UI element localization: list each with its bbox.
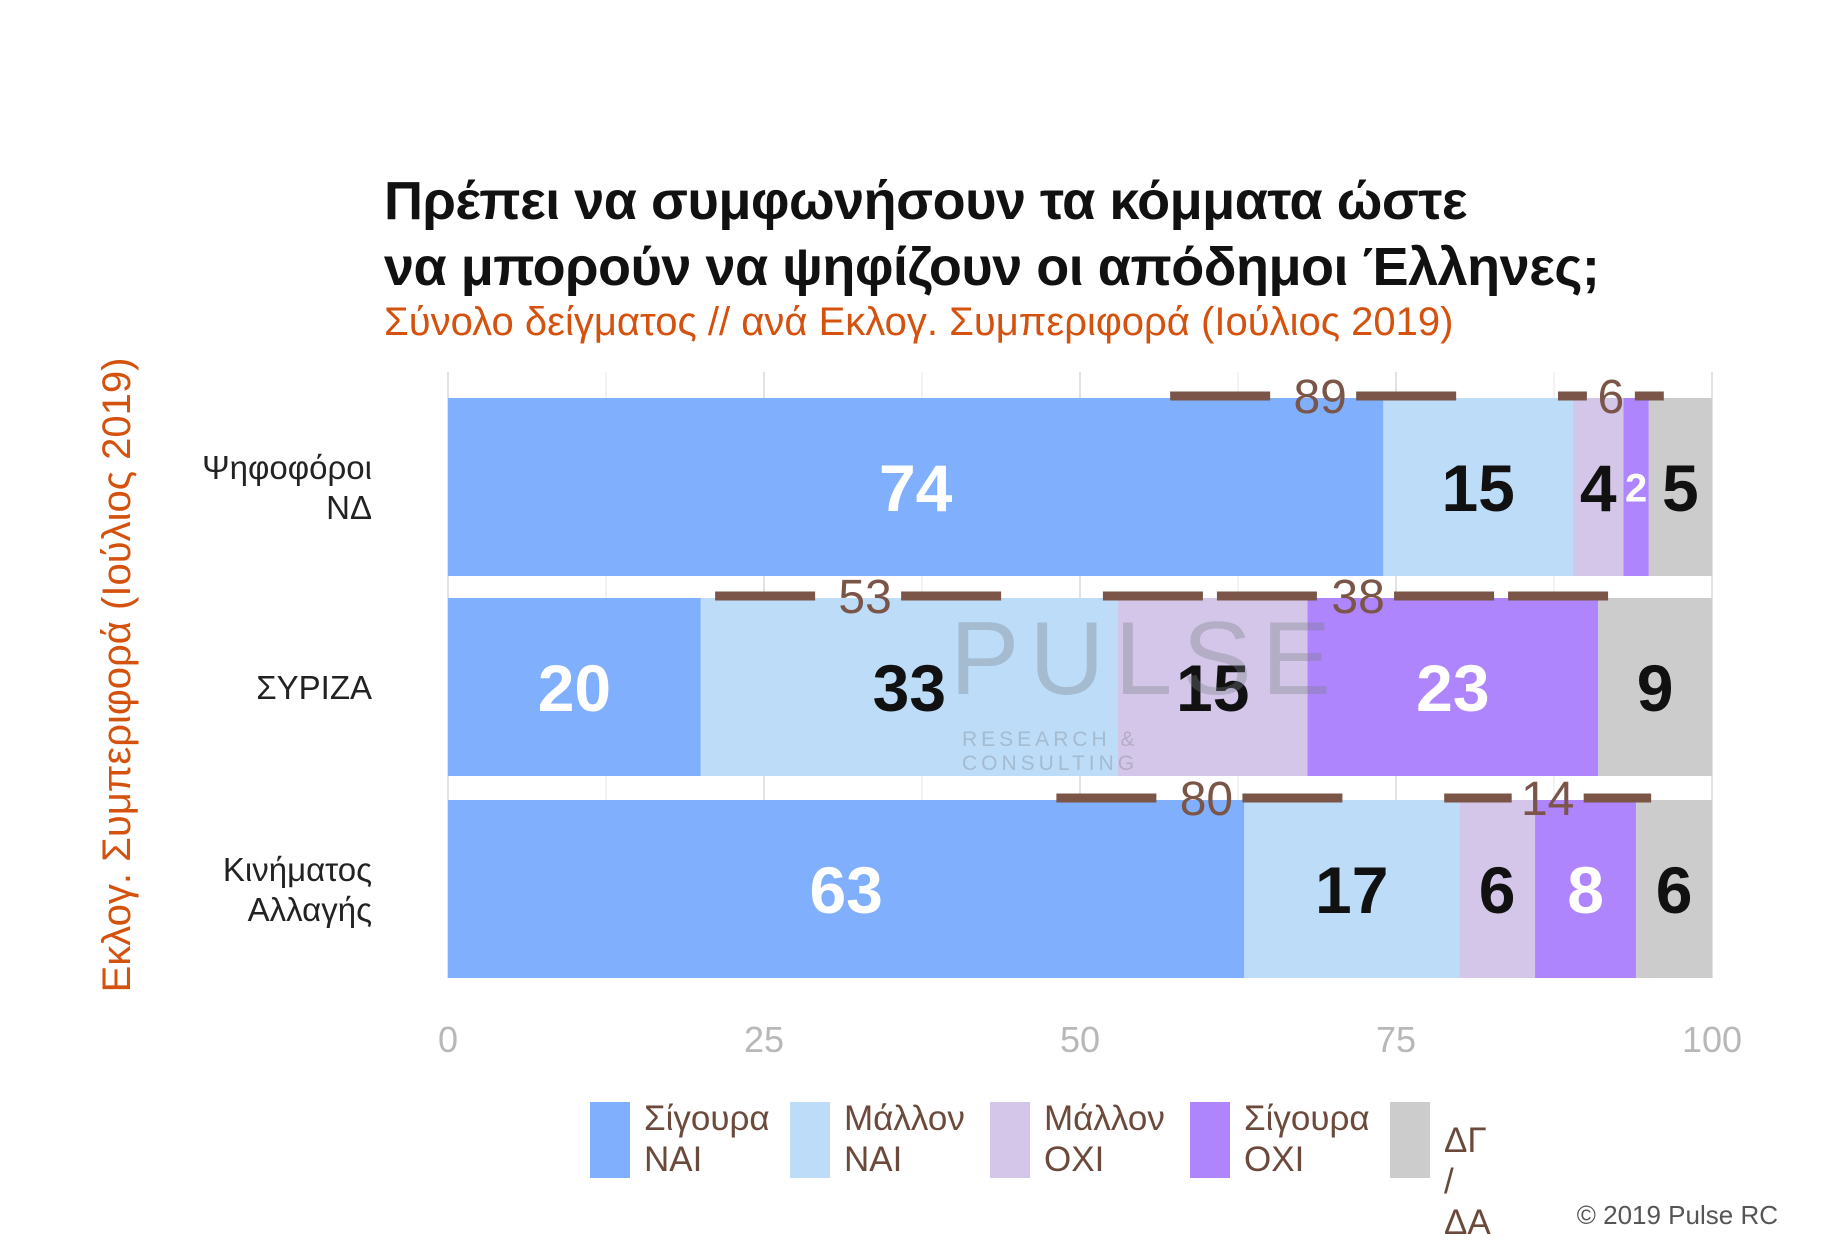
legend-label-sure-no: Σίγουρα ΟΧΙ: [1244, 1099, 1370, 1179]
bar-segment: [1623, 398, 1649, 576]
bar-segment: [448, 598, 701, 776]
bar-value-label: 6: [1479, 853, 1516, 927]
bar-segment: [1535, 800, 1637, 978]
bar-value-label: 4: [1580, 451, 1617, 525]
bar-value-label: 15: [1441, 451, 1514, 525]
bar-segment: [1383, 398, 1573, 576]
x-tick-label: 100: [1682, 1019, 1742, 1060]
category-label: Αλλαγής: [248, 891, 372, 928]
bar-value-label: 17: [1315, 853, 1388, 927]
bar-value-label: 6: [1656, 853, 1693, 927]
bar-value-label: 33: [873, 651, 946, 725]
net-no-total-label: 38: [1331, 571, 1384, 624]
legend-swatch-sure-yes: [590, 1102, 630, 1178]
bar-value-label: 2: [1625, 466, 1647, 510]
bar-segment: [1572, 398, 1624, 576]
category-label: ΣΥΡΙΖΑ: [256, 669, 372, 706]
bar-segment: [1307, 598, 1599, 776]
bar-segment: [1244, 800, 1460, 978]
bar-segment: [700, 598, 1118, 776]
bar-value-label: 8: [1567, 853, 1604, 927]
net-yes-total-label: 80: [1180, 773, 1233, 826]
bar-segment: [1636, 800, 1712, 978]
bar-segment: [1648, 398, 1712, 576]
net-yes-total-label: 89: [1293, 371, 1346, 424]
y-axis-title: Εκλογ. Συμπεριφορά (Ιούλιος 2019): [95, 358, 139, 993]
category-label: Ψηφοφόροι: [202, 449, 372, 486]
bar-value-label: 74: [879, 451, 953, 525]
legend-swatch-rather-yes: [790, 1102, 830, 1178]
x-tick-label: 75: [1376, 1019, 1416, 1060]
bar-value-label: 5: [1662, 451, 1699, 525]
legend-label-dont-know: ΔΓ / ΔΑ: [1444, 1121, 1491, 1242]
bar-segment: [1598, 598, 1712, 776]
legend-label-rather-yes: Μάλλον ΝΑΙ: [844, 1099, 965, 1179]
bar-value-label: 20: [538, 651, 611, 725]
bar-value-label: 15: [1176, 651, 1249, 725]
legend-label-rather-no: Μάλλον ΟΧΙ: [1044, 1099, 1165, 1179]
bar-value-label: 63: [809, 853, 882, 927]
net-yes-total-label: 53: [838, 571, 891, 624]
bar-segment: [1459, 800, 1536, 978]
legend-swatch-rather-no: [990, 1102, 1030, 1178]
x-tick-label: 25: [744, 1019, 784, 1060]
bar-segment: [448, 800, 1245, 978]
category-label: ΝΔ: [326, 489, 372, 526]
x-tick-label: 50: [1060, 1019, 1100, 1060]
bar-segment: [448, 398, 1384, 576]
legend-swatch-dont-know: [1390, 1102, 1430, 1178]
bar-value-label: 9: [1637, 651, 1674, 725]
chart-subtitle: Σύνολο δείγματος // ανά Εκλογ. Συμπεριφο…: [384, 300, 1454, 344]
bar-segment: [1117, 598, 1308, 776]
legend-swatch-sure-no: [1190, 1102, 1230, 1178]
legend-label-sure-yes: Σίγουρα ΝΑΙ: [644, 1099, 770, 1179]
copyright-credit: © 2019 Pulse RC: [1576, 1200, 1778, 1230]
net-no-total-label: 6: [1598, 371, 1625, 424]
bar-value-label: 23: [1416, 651, 1489, 725]
chart-title-line-1: Πρέπει να συμφωνήσουν τα κόμματα ώστε: [384, 171, 1468, 231]
chart-title-line-2: να μπορούν να ψηφίζουν οι απόδημοι Έλλην…: [384, 237, 1600, 297]
category-label: Κινήματος: [223, 851, 372, 888]
x-tick-label: 0: [438, 1019, 458, 1060]
net-no-total-label: 14: [1521, 773, 1574, 826]
